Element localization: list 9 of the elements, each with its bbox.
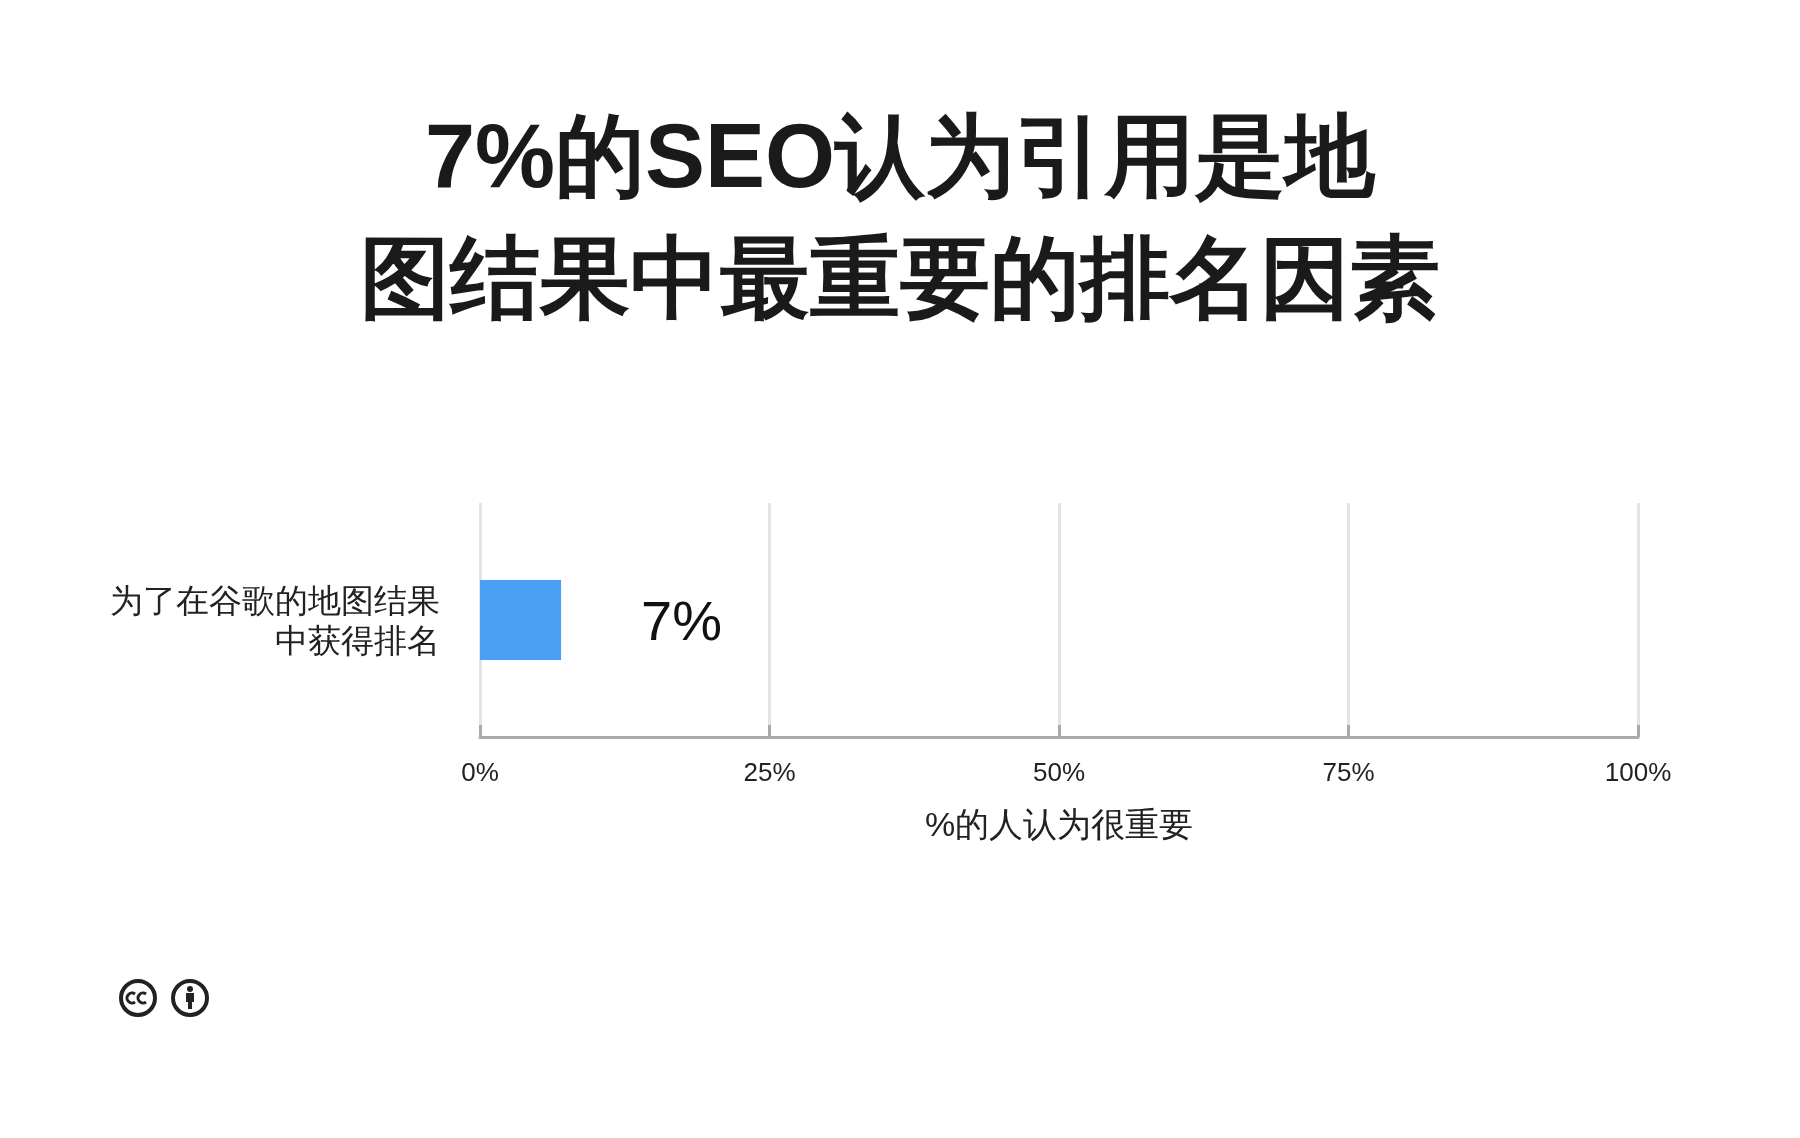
data-label: 7%	[641, 588, 722, 652]
x-axis-title: %的人认为很重要	[924, 805, 1194, 843]
y-tick-label: 为了在谷歌的地图结果中获得排名	[110, 581, 440, 659]
x-tick-label: 0%	[461, 757, 499, 787]
chart-title: 7%的SEO认为引用是地图结果中最重要的排名因素	[360, 106, 1440, 328]
x-tick-label: 100%	[1604, 757, 1672, 787]
x-tick-label: 50%	[1032, 757, 1086, 787]
x-tick-label: 75%	[1322, 757, 1375, 787]
x-tick-label: 25%	[743, 757, 796, 787]
